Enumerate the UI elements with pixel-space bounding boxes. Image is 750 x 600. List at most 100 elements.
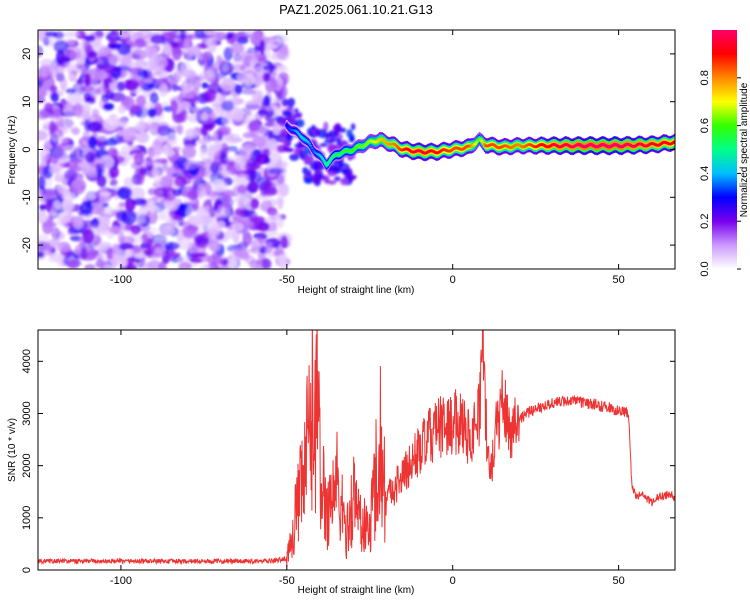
noise-blob bbox=[185, 128, 199, 139]
noise-blob bbox=[207, 135, 215, 142]
noise-blob bbox=[38, 130, 49, 141]
noise-blob bbox=[97, 255, 108, 262]
noise-blob bbox=[238, 145, 253, 159]
noise-blob bbox=[207, 254, 223, 266]
noise-blob bbox=[124, 249, 136, 256]
noise-blob bbox=[109, 178, 118, 187]
noise-blob bbox=[254, 66, 264, 73]
noise-blob bbox=[166, 133, 178, 147]
noise-blob bbox=[275, 34, 289, 43]
noise-blob bbox=[109, 54, 120, 64]
noise-blob bbox=[115, 204, 122, 212]
noise-blob bbox=[180, 30, 187, 41]
noise-blob bbox=[203, 30, 216, 36]
noise-blob bbox=[199, 265, 210, 269]
noise-blob bbox=[164, 149, 175, 157]
colorbar: 0.0 0.2 0.4 0.6 0.8 Normalized spectral ampl… bbox=[699, 30, 750, 277]
colorbar-label: Normalized spectral amplitude bbox=[739, 82, 750, 217]
ridge-cell bbox=[323, 162, 327, 165]
y-tick-label: 0 bbox=[21, 146, 33, 152]
noise-blob bbox=[267, 169, 278, 179]
x-tick-label: -50 bbox=[279, 274, 295, 286]
noise-blob bbox=[273, 65, 289, 73]
noise-blob bbox=[162, 43, 172, 54]
noise-blob bbox=[137, 70, 149, 78]
noise-blob bbox=[94, 202, 104, 209]
noise-blob bbox=[196, 183, 204, 198]
noise-blob bbox=[237, 185, 248, 194]
noise-blob bbox=[161, 158, 169, 172]
noise-blob bbox=[80, 200, 93, 216]
noise-blob bbox=[208, 41, 216, 50]
noise-blob bbox=[59, 137, 69, 144]
noise-blob bbox=[69, 126, 80, 133]
noise-blob bbox=[209, 161, 220, 174]
noise-blob bbox=[202, 52, 210, 68]
noise-blob bbox=[99, 217, 109, 233]
ridge-cell bbox=[319, 155, 323, 159]
noise-blob bbox=[230, 222, 245, 231]
noise-blob bbox=[140, 81, 154, 92]
noise-blob bbox=[72, 102, 83, 117]
noise-blob bbox=[234, 84, 243, 95]
spectrogram-x-ticks: -100 -50 0 50 bbox=[110, 30, 625, 286]
noise-blob bbox=[183, 159, 199, 170]
noise-blob bbox=[38, 251, 45, 258]
snr-x-ticks: -100 -50 0 50 bbox=[110, 330, 625, 587]
x-tick-label: -100 bbox=[110, 274, 132, 286]
y-tick-label: -10 bbox=[21, 189, 33, 205]
noise-blob bbox=[95, 260, 107, 268]
noise-blob bbox=[131, 67, 138, 82]
noise-blob bbox=[133, 151, 145, 167]
noise-blob bbox=[144, 78, 153, 84]
noise-blob bbox=[97, 135, 108, 141]
ridge-cell bbox=[311, 149, 315, 152]
chart-title: PAZ1.2025.061.10.21.G13 bbox=[279, 2, 433, 17]
noise-blob bbox=[257, 221, 270, 232]
noise-blob bbox=[261, 258, 272, 269]
noise-blob bbox=[199, 205, 213, 216]
noise-blob bbox=[51, 252, 65, 262]
snr-y-ticks: 0 1000 2000 3000 4000 bbox=[21, 349, 675, 573]
noise-blob bbox=[118, 32, 131, 38]
noise-blob bbox=[59, 213, 69, 227]
ridge-cell bbox=[672, 140, 675, 144]
noise-blob bbox=[96, 175, 107, 187]
transition-blob bbox=[287, 97, 296, 107]
noise-blob bbox=[216, 220, 226, 229]
noise-blob bbox=[208, 239, 220, 252]
noise-blob bbox=[262, 181, 277, 197]
noise-blob bbox=[124, 126, 136, 142]
noise-blob bbox=[183, 135, 196, 147]
noise-blob bbox=[129, 187, 146, 201]
noise-blob bbox=[102, 264, 118, 269]
noise-blob bbox=[67, 259, 80, 269]
noise-blob bbox=[55, 244, 71, 253]
noise-blob bbox=[116, 66, 132, 72]
transition-blob bbox=[315, 128, 321, 137]
noise-blob bbox=[269, 211, 281, 221]
noise-blob bbox=[178, 261, 192, 269]
noise-blob bbox=[197, 138, 211, 145]
transition-blob bbox=[292, 112, 302, 118]
noise-blob bbox=[159, 210, 174, 221]
noise-blob bbox=[38, 240, 45, 253]
noise-blob bbox=[234, 157, 247, 171]
spectrogram-x-axis-label: Height of straight line (km) bbox=[298, 285, 415, 296]
y-tick-label: 3000 bbox=[21, 401, 33, 425]
noise-blob bbox=[103, 102, 115, 111]
noise-blob bbox=[106, 247, 113, 260]
snr-background bbox=[38, 330, 675, 570]
noise-blob bbox=[103, 78, 114, 84]
noise-blob bbox=[103, 138, 119, 146]
noise-blob bbox=[186, 205, 194, 219]
noise-blob bbox=[204, 69, 216, 83]
transition-blob bbox=[283, 110, 293, 118]
noise-blob bbox=[116, 249, 126, 263]
noise-blob bbox=[116, 81, 125, 92]
noise-blob bbox=[50, 108, 64, 117]
noise-blob bbox=[136, 213, 145, 226]
ridge-cell bbox=[295, 131, 299, 134]
transition-blob bbox=[350, 123, 356, 131]
